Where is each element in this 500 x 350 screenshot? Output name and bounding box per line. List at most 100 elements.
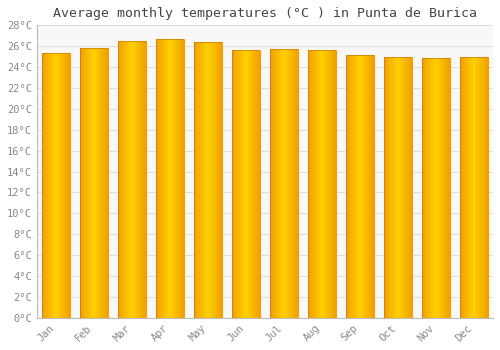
Bar [394,57,395,318]
Bar [164,39,166,318]
Bar [58,54,59,318]
Bar [480,57,481,318]
Bar [422,58,450,318]
Bar [323,50,324,318]
Bar [157,39,158,318]
Bar [61,54,62,318]
Bar [165,39,166,318]
Bar [310,50,311,318]
Bar [103,48,104,318]
Bar [106,48,108,318]
Bar [469,57,470,318]
Bar [355,55,356,318]
Bar [308,50,336,318]
Bar [440,58,441,318]
Bar [437,58,438,318]
Bar [195,42,196,318]
Bar [283,49,284,318]
Bar [272,49,273,318]
Bar [427,58,428,318]
Bar [428,58,429,318]
Bar [398,57,399,318]
Bar [180,39,181,318]
Bar [392,57,393,318]
Bar [312,50,313,318]
Bar [332,50,333,318]
Bar [48,54,50,318]
Bar [140,41,141,318]
Bar [441,58,442,318]
Bar [296,49,297,318]
Bar [436,58,437,318]
Bar [444,58,445,318]
Bar [394,57,396,318]
Bar [255,50,256,318]
Bar [285,49,286,318]
Bar [134,41,136,318]
Bar [472,57,473,318]
Bar [164,39,165,318]
Bar [252,50,253,318]
Bar [442,58,443,318]
Bar [242,50,243,318]
Bar [119,41,120,318]
Bar [476,57,477,318]
Bar [82,48,83,318]
Bar [444,58,445,318]
Bar [250,50,252,318]
Bar [86,48,87,318]
Bar [123,41,124,318]
Bar [198,42,199,318]
Bar [218,42,219,318]
Bar [487,57,488,318]
Bar [251,50,252,318]
Bar [486,57,487,318]
Bar [426,58,427,318]
Bar [364,55,366,318]
Bar [346,55,348,318]
Bar [213,42,214,318]
Bar [44,54,45,318]
Bar [142,41,143,318]
Bar [256,50,257,318]
Bar [274,49,275,318]
Bar [326,50,327,318]
Bar [399,57,400,318]
Bar [445,58,446,318]
Bar [290,49,291,318]
Bar [94,48,95,318]
Bar [473,57,474,318]
Bar [348,55,349,318]
Bar [410,57,411,318]
Bar [122,41,123,318]
Bar [64,54,65,318]
Bar [422,58,423,318]
Bar [106,48,107,318]
Bar [335,50,336,318]
Bar [432,58,433,318]
Bar [366,55,367,318]
Bar [297,49,298,318]
Bar [465,57,466,318]
Bar [104,48,105,318]
Bar [211,42,212,318]
Bar [232,50,260,318]
Bar [194,42,222,318]
Bar [56,54,57,318]
Bar [404,57,406,318]
Bar [233,50,234,318]
Bar [174,39,175,318]
Bar [470,57,471,318]
Bar [249,50,250,318]
Bar [270,49,271,318]
Bar [325,50,326,318]
Bar [199,42,200,318]
Bar [357,55,358,318]
Bar [403,57,404,318]
Bar [423,58,424,318]
Bar [238,50,239,318]
Bar [477,57,478,318]
Bar [50,54,51,318]
Bar [314,50,315,318]
Bar [175,39,176,318]
